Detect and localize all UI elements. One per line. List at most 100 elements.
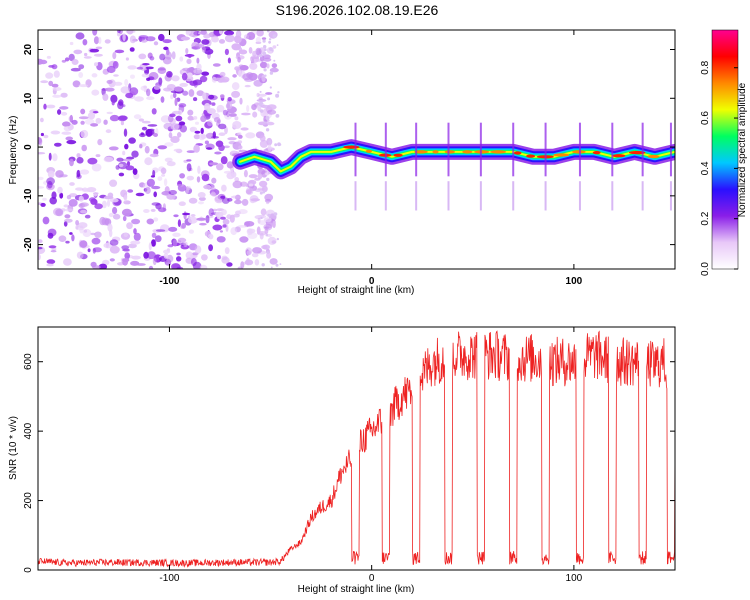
track-hotspot [432,150,439,154]
noise-blob [38,137,43,146]
noise-dot [271,49,274,52]
noise-blob [229,214,235,223]
noise-blob [38,246,43,250]
noise-blob [120,120,124,126]
noise-blob [109,239,119,246]
noise-blob [104,87,115,92]
noise-blob [175,115,183,122]
noise-blob [266,201,270,205]
noise-blob [234,177,240,182]
noise-blob [140,85,148,91]
noise-blob [224,48,229,56]
noise-blob [146,88,151,97]
colorbar-frame [711,29,739,270]
noise-blob [208,94,215,100]
noise-blob [49,196,57,205]
noise-blob [149,56,155,61]
snr-x-ticks: -100 0 100 [159,327,583,584]
noise-dot [266,251,270,254]
noise-blob [186,150,196,154]
noise-blob [212,224,223,231]
spectrogram-x-label: Height of straight line (km) [298,285,415,296]
noise-dot [279,143,282,146]
noise-blob [120,86,131,94]
noise-blob [219,30,223,35]
noise-blob [171,75,180,82]
noise-blob [187,72,193,78]
noise-blob [51,191,57,199]
noise-blob [91,265,101,269]
noise-blob [58,235,67,242]
noise-blob [133,114,142,120]
noise-blob [208,233,214,240]
noise-blob [227,97,232,102]
noise-blob [122,258,130,263]
noise-dot [260,216,263,220]
noise-dot [273,212,278,216]
noise-blob [38,186,45,189]
noise-blob [204,140,209,145]
noise-blob [83,56,92,59]
noise-blob [251,252,259,258]
noise-blob [222,197,230,204]
noise-blob [219,230,223,233]
noise-blob [221,256,230,264]
noise-blob [178,103,187,108]
noise-blob [272,220,276,228]
noise-blob [179,82,188,87]
noise-blob [99,216,106,226]
colorbar-ticks: 0.0 0.2 0.4 0.6 0.8 [700,60,738,276]
noise-blob [187,109,194,116]
noise-blob [228,113,237,117]
noise-blob [255,36,261,44]
noise-blob [146,96,155,101]
noise-blob [163,178,168,187]
noise-blob [151,185,161,190]
noise-blob [91,89,100,96]
noise-blob [78,84,89,88]
noise-blob [87,112,96,120]
noise-blob [98,37,102,44]
noise-blob [239,236,249,243]
noise-blob [263,223,273,231]
noise-blob [145,36,156,42]
noise-blob [59,174,68,178]
noise-blob [272,45,277,49]
noise-blob [226,262,233,267]
noise-blob [182,212,191,216]
noise-blob [84,52,88,57]
noise-blob [177,237,187,243]
noise-blob [196,176,201,183]
noise-blob [234,199,242,205]
noise-blob [157,66,167,74]
noise-blob [194,130,201,134]
noise-blob [141,73,150,78]
noise-blob [224,247,230,255]
noise-blob [188,229,194,234]
noise-blob [188,89,195,97]
noise-blob [86,187,97,193]
noise-blob [125,92,134,99]
noise-blob [252,111,258,118]
noise-blob [146,251,156,260]
noise-blob [38,176,44,181]
noise-blob [164,142,174,147]
noise-blob [208,244,214,252]
noise-blob [178,121,186,126]
noise-blob [89,48,100,53]
noise-dot [277,91,280,94]
noise-blob [129,47,135,52]
noise-blob [123,128,128,137]
noise-blob [172,239,178,247]
noise-blob [216,109,220,113]
noise-blob [232,121,242,129]
noise-blob [141,126,148,131]
noise-blob [143,251,149,259]
noise-blob [237,132,242,136]
noise-blob [117,30,121,33]
noise-blob [252,50,257,57]
noise-blob [169,113,176,118]
colorbar-label: Normalized spectral amplitude [737,82,748,217]
x-tick-label: 100 [566,276,583,287]
